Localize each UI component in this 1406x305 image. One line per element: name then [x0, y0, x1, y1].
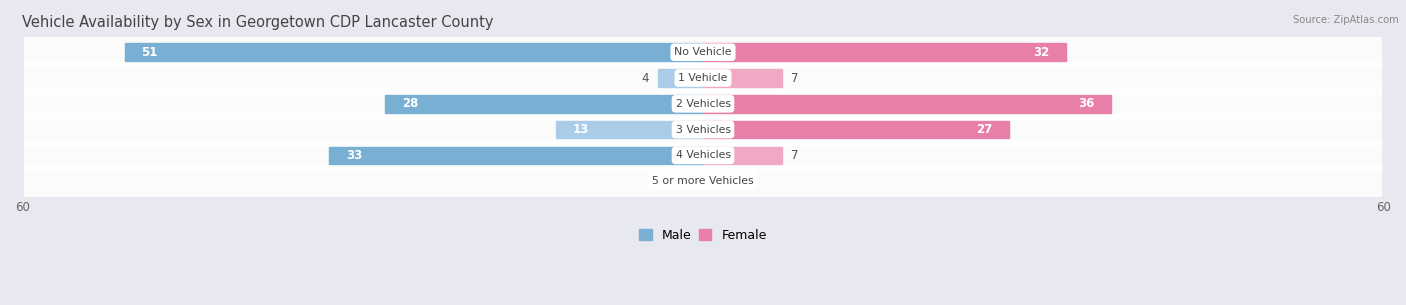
Text: 7: 7 — [792, 149, 799, 162]
Text: 0: 0 — [714, 175, 721, 188]
Text: 1 Vehicle: 1 Vehicle — [678, 73, 728, 83]
Bar — [329, 147, 703, 164]
Text: 28: 28 — [402, 97, 419, 110]
Text: 32: 32 — [1032, 46, 1049, 59]
Text: Source: ZipAtlas.com: Source: ZipAtlas.com — [1294, 15, 1399, 25]
Text: 4: 4 — [641, 71, 648, 84]
Text: 27: 27 — [976, 123, 993, 136]
Bar — [385, 95, 703, 113]
Text: 0: 0 — [685, 175, 692, 188]
Bar — [555, 121, 703, 138]
Bar — [703, 147, 782, 164]
Bar — [658, 69, 703, 87]
FancyBboxPatch shape — [24, 165, 1382, 198]
Bar — [703, 95, 1111, 113]
FancyBboxPatch shape — [24, 62, 1382, 95]
Text: 51: 51 — [142, 46, 157, 59]
Text: 3 Vehicles: 3 Vehicles — [675, 125, 731, 135]
Text: 13: 13 — [572, 123, 589, 136]
Text: No Vehicle: No Vehicle — [675, 47, 731, 57]
Text: 2 Vehicles: 2 Vehicles — [675, 99, 731, 109]
FancyBboxPatch shape — [24, 87, 1382, 120]
Text: 36: 36 — [1078, 97, 1094, 110]
Bar — [125, 43, 703, 61]
Text: 5 or more Vehicles: 5 or more Vehicles — [652, 176, 754, 186]
Bar — [703, 69, 782, 87]
Text: 4 Vehicles: 4 Vehicles — [675, 150, 731, 160]
FancyBboxPatch shape — [24, 139, 1382, 172]
Legend: Male, Female: Male, Female — [640, 229, 766, 242]
Bar — [703, 121, 1010, 138]
Text: 33: 33 — [346, 149, 361, 162]
Text: 7: 7 — [792, 71, 799, 84]
Text: Vehicle Availability by Sex in Georgetown CDP Lancaster County: Vehicle Availability by Sex in Georgetow… — [22, 15, 494, 30]
Bar — [703, 43, 1066, 61]
FancyBboxPatch shape — [24, 113, 1382, 146]
FancyBboxPatch shape — [24, 36, 1382, 69]
